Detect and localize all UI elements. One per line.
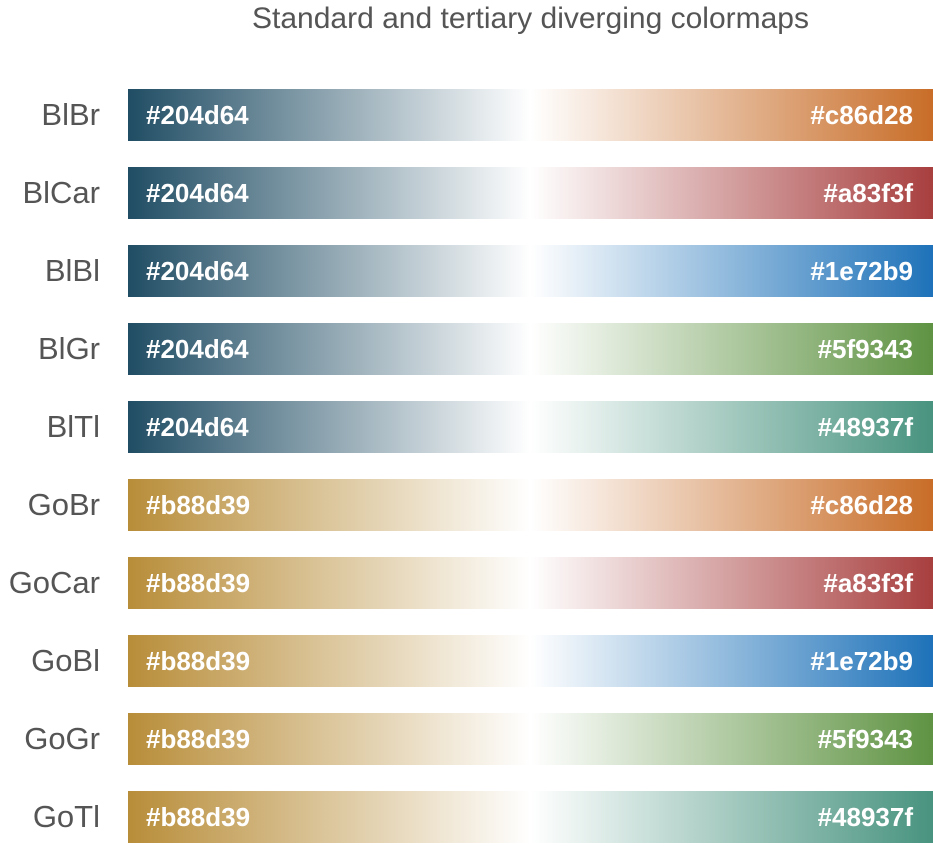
left-color-hex: #204d64 bbox=[146, 256, 249, 286]
colormap-gradient-bar: #204d64 #1e72b9 bbox=[128, 245, 933, 297]
right-color-hex: #c86d28 bbox=[810, 490, 913, 520]
colormap-name: BlCar bbox=[22, 175, 100, 210]
colormap-row: GoCar #b88d39 #a83f3f bbox=[0, 557, 933, 609]
colormap-gradient-bar: #b88d39 #1e72b9 bbox=[128, 635, 933, 687]
left-color-hex: #204d64 bbox=[146, 100, 249, 130]
right-color-hex: #1e72b9 bbox=[810, 256, 913, 286]
colormap-name: BlTl bbox=[46, 409, 100, 444]
colormap-name: BlBr bbox=[41, 97, 100, 132]
left-color-hex: #204d64 bbox=[146, 412, 249, 442]
colormap-name: GoTl bbox=[32, 799, 100, 834]
left-color-hex: #204d64 bbox=[146, 334, 249, 364]
colormap-name: GoBr bbox=[27, 487, 100, 522]
colormap-gradient-bar: #204d64 #a83f3f bbox=[128, 167, 933, 219]
colormap-gradient-bar: #b88d39 #c86d28 bbox=[128, 479, 933, 531]
left-color-hex: #b88d39 bbox=[146, 568, 251, 598]
colormap-gradient-bar: #b88d39 #5f9343 bbox=[128, 713, 933, 765]
colormap-gradient-bar: #204d64 #5f9343 bbox=[128, 323, 933, 375]
colormap-row: GoTl #b88d39 #48937f bbox=[0, 791, 933, 843]
left-color-hex: #b88d39 bbox=[146, 490, 251, 520]
colormap-name: BlGr bbox=[38, 331, 100, 366]
colormap-row: GoGr #b88d39 #5f9343 bbox=[0, 713, 933, 765]
colormap-row: BlBl #204d64 #1e72b9 bbox=[0, 245, 933, 297]
left-color-hex: #b88d39 bbox=[146, 802, 251, 832]
left-color-hex: #b88d39 bbox=[146, 646, 251, 676]
right-color-hex: #1e72b9 bbox=[810, 646, 913, 676]
right-color-hex: #48937f bbox=[817, 802, 913, 832]
colormap-gradient-bar: #204d64 #48937f bbox=[128, 401, 933, 453]
right-color-hex: #a83f3f bbox=[823, 178, 913, 208]
colormap-gradient-bar: #b88d39 #a83f3f bbox=[128, 557, 933, 609]
colormap-name: GoGr bbox=[24, 721, 100, 756]
colormap-row: GoBr #b88d39 #c86d28 bbox=[0, 479, 933, 531]
left-color-hex: #204d64 bbox=[146, 178, 249, 208]
colormap-row: BlBr #204d64 #c86d28 bbox=[0, 89, 933, 141]
right-color-hex: #5f9343 bbox=[817, 724, 913, 754]
colormap-row: BlGr #204d64 #5f9343 bbox=[0, 323, 933, 375]
left-color-hex: #b88d39 bbox=[146, 724, 251, 754]
colormap-name: BlBl bbox=[44, 253, 100, 288]
right-color-hex: #c86d28 bbox=[810, 100, 913, 130]
figure-title: Standard and tertiary diverging colormap… bbox=[252, 2, 809, 35]
right-color-hex: #a83f3f bbox=[823, 568, 913, 598]
colormap-row: BlCar #204d64 #a83f3f bbox=[0, 167, 933, 219]
colormap-row: BlTl #204d64 #48937f bbox=[0, 401, 933, 453]
colormap-name: GoBl bbox=[31, 643, 100, 678]
colormap-gradient-bar: #b88d39 #48937f bbox=[128, 791, 933, 843]
right-color-hex: #48937f bbox=[817, 412, 913, 442]
right-color-hex: #5f9343 bbox=[817, 334, 913, 364]
colormap-gradient-bar: #204d64 #c86d28 bbox=[128, 89, 933, 141]
colormap-name: GoCar bbox=[8, 565, 100, 600]
colormap-row: GoBl #b88d39 #1e72b9 bbox=[0, 635, 933, 687]
